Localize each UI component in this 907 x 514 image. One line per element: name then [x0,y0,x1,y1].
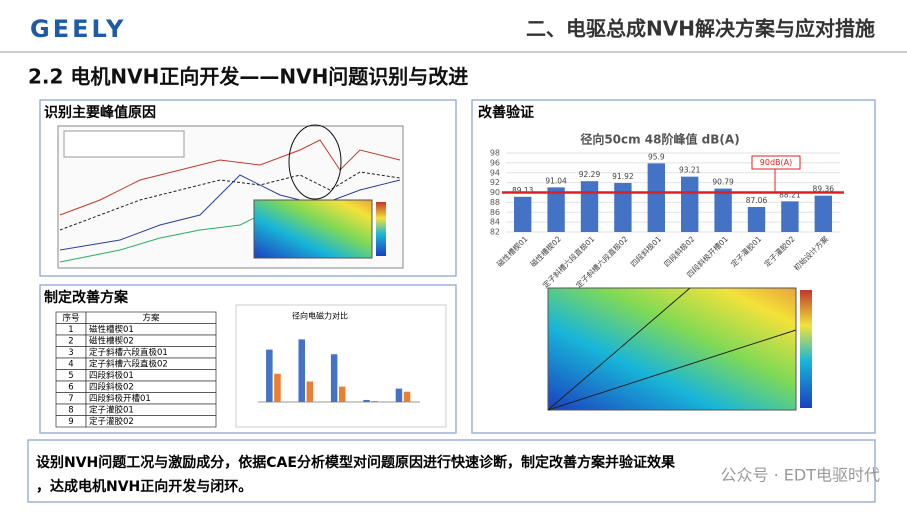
table-cell-text: 9 [68,417,73,427]
summary-line: 设别NVH问题工况与激励成分，依据CAE分析模型对问题原因进行快速诊断，制定改善… [36,454,676,471]
bar [266,349,273,402]
table-header: 方案 [142,312,160,323]
bar [395,388,403,402]
table-cell-text: 四段斜极开槽01 [89,393,151,404]
bar [306,381,314,402]
panel-title: 识别主要峰值原因 [44,104,156,121]
data-label: 91.92 [612,172,634,181]
chart-title: 径向50cm 48阶峰值 dB(A) [580,132,739,147]
table-cell-text: 定子斜槽六段直极02 [89,358,168,369]
table-cell-text: 定子斜槽六段直极01 [89,347,168,358]
threshold-label: 90dB(A) [760,158,792,167]
table-cell-text: 6 [68,382,73,392]
bar [371,400,378,402]
bar [747,207,766,232]
subtitle: 2.2 电机NVH正向开发——NVH问题识别与改进 [28,65,468,89]
y-tick-label: 84 [490,218,500,227]
panel-title: 制定改善方案 [44,289,129,306]
bar [403,391,411,402]
bar [274,373,281,402]
data-label: 92.29 [579,170,601,179]
bar [781,201,799,232]
bar [330,354,338,402]
panel-title: 改善验证 [478,104,534,121]
data-label: 89.13 [512,186,534,195]
y-tick-label: 82 [490,228,500,237]
table-cell-text: 5 [68,371,73,381]
data-label: 89.36 [813,185,835,194]
table-cell-text: 四段斜极02 [89,381,134,392]
summary-line: ，达成电机NVH正向开发与闭环。 [36,478,252,495]
logo: GEELY [30,15,126,43]
table-cell-text: 4 [68,359,73,369]
summary-box [27,439,876,503]
colormap [547,287,812,411]
bar [547,187,565,232]
bar [647,163,665,232]
bar [580,181,599,232]
threshold-label-box [751,155,801,170]
table-cell-text: 2 [68,336,73,346]
bar [714,188,732,232]
table-cell-text: 磁性槽楔02 [89,335,134,346]
table-cell-text: 3 [68,348,73,358]
watermark: 公众号 · EDT电驱时代 [721,466,880,485]
header-title: 二、电驱总成NVH解决方案与应对措施 [526,17,875,41]
bar [614,183,632,232]
table-cell-text: 1 [68,325,73,335]
bar [339,386,346,402]
data-label: 87.06 [746,196,768,205]
bar [298,339,305,402]
y-tick-label: 90 [490,188,500,197]
data-label: 90.79 [712,178,734,187]
y-tick-label: 98 [490,149,500,158]
bar [514,196,532,232]
data-label: 95.9 [648,152,665,161]
table-header: 序号 [62,312,79,323]
spectrum-plot [57,124,404,269]
bar [814,195,832,232]
mini-chart-title: 径向电磁力对比 [292,311,348,321]
y-tick-label: 86 [490,208,500,217]
data-label: 93.21 [679,166,701,175]
y-tick-label: 96 [490,158,500,167]
table-cell-text: 定子灌胶02 [89,416,134,427]
table-cell-text: 定子灌胶01 [89,404,134,415]
y-tick-label: 88 [490,198,500,207]
data-label: 91.04 [545,176,567,185]
y-tick-label: 94 [490,168,500,177]
table-cell [85,415,217,428]
table-cell-text: 磁性槽楔01 [89,324,134,335]
data-label: 88.21 [779,190,801,199]
table-cell-text: 8 [68,405,73,415]
table-cell-text: 7 [68,394,73,404]
y-tick-label: 92 [490,178,500,187]
bar [681,176,699,232]
table-cell-text: 四段斜极01 [89,370,134,381]
bar [363,399,370,402]
